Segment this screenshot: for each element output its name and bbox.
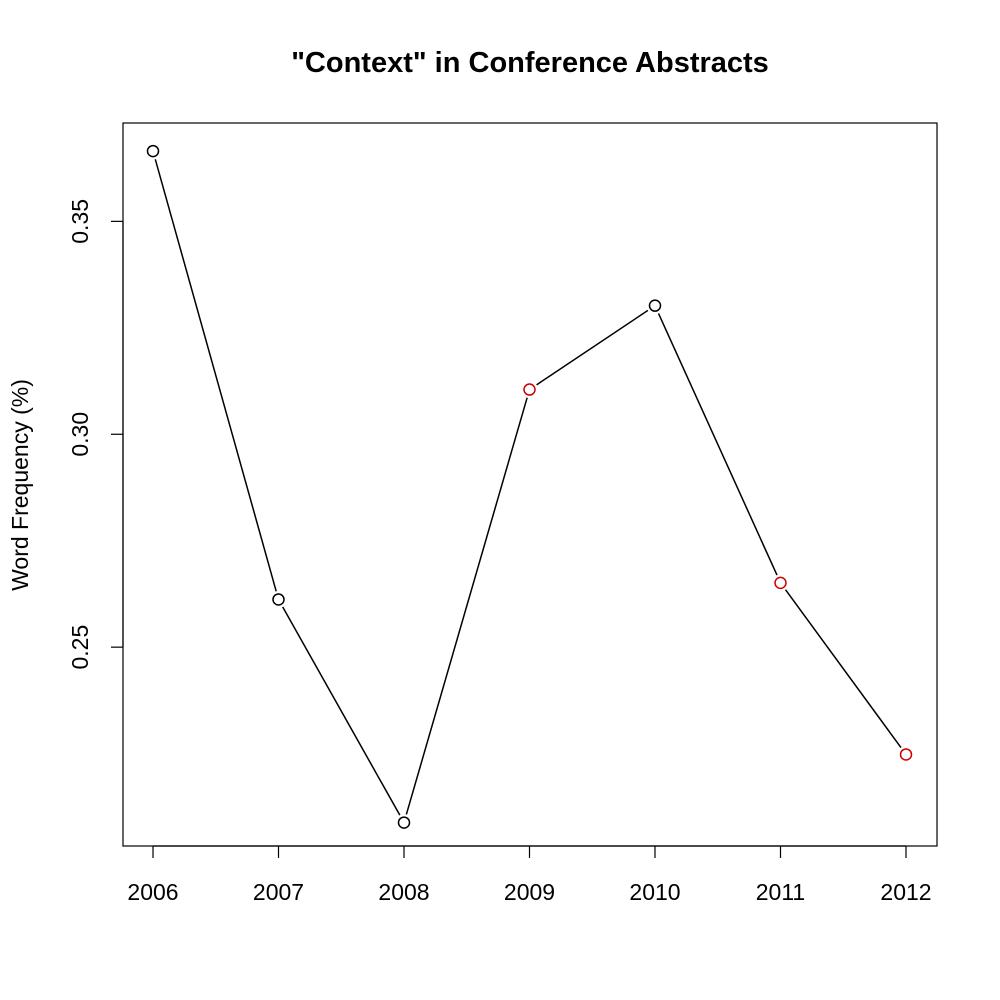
y-axis: 0.25 0.30 0.35: [67, 199, 124, 670]
y-tick-label: 0.35: [67, 199, 93, 244]
x-tick-label: 2009: [504, 879, 555, 905]
data-point: [774, 576, 787, 590]
data-point: [899, 748, 913, 761]
x-tick-label: 2008: [378, 879, 429, 905]
series-line-segment: [536, 309, 649, 386]
x-axis: 2006 2007 2008 2009 2010 2011 2012: [127, 845, 932, 905]
x-tick-label: 2006: [127, 879, 178, 905]
data-point: [272, 593, 285, 606]
data-point: [648, 299, 662, 312]
data-point: [146, 144, 160, 158]
series-line-segment: [405, 397, 528, 815]
series-layer: [146, 144, 913, 829]
plot-frame: [122, 122, 938, 847]
series-line-segment: [784, 589, 902, 749]
x-tick-label: 2007: [253, 879, 304, 905]
series-line-segment: [657, 313, 778, 576]
series-line-segment: [154, 159, 277, 592]
data-point: [397, 816, 411, 829]
x-tick-label: 2010: [629, 879, 680, 905]
y-axis-label: Word Frequency (%): [7, 379, 33, 591]
data-point: [523, 383, 536, 396]
x-tick-label: 2011: [756, 879, 805, 905]
y-tick-label: 0.25: [67, 625, 93, 670]
series-line-segment: [282, 606, 401, 816]
chart-title: "Context" in Conference Abstracts: [291, 47, 769, 79]
y-tick-label: 0.30: [67, 412, 93, 457]
x-tick-label: 2012: [880, 879, 931, 905]
